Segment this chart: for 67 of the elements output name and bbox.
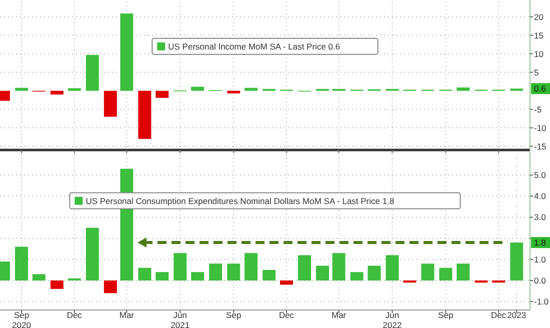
y-tick-label: -1.0 bbox=[534, 296, 549, 307]
bar bbox=[191, 86, 204, 91]
bar bbox=[15, 88, 28, 91]
x-tick-label: Sep 2020 bbox=[12, 310, 32, 328]
annotation: 0.6 bbox=[534, 84, 546, 94]
y-tick-label: 15 bbox=[534, 30, 544, 40]
bar bbox=[332, 253, 346, 280]
bar bbox=[244, 88, 258, 91]
x-tick-label: Mar bbox=[331, 310, 346, 320]
bar bbox=[368, 266, 381, 280]
bar bbox=[209, 264, 222, 280]
bar bbox=[86, 54, 99, 91]
x-tick-label: Dec bbox=[278, 310, 295, 320]
bar bbox=[474, 280, 488, 283]
annotation: 1.8 bbox=[534, 238, 546, 248]
bar bbox=[156, 272, 169, 280]
y-tick-label: 3.0 bbox=[534, 212, 546, 222]
x-tick-label: Mar bbox=[119, 310, 134, 320]
bar bbox=[456, 87, 470, 91]
x-tick-label: Jun 2021 bbox=[170, 310, 190, 328]
bar bbox=[104, 90, 117, 117]
bar bbox=[138, 90, 152, 139]
bar bbox=[156, 90, 169, 98]
y-tick-label: -15 bbox=[534, 141, 547, 152]
bar bbox=[510, 242, 524, 280]
bar bbox=[492, 280, 506, 283]
y-tick-label: 10 bbox=[534, 48, 544, 59]
y-tick-label: 20 bbox=[534, 12, 544, 22]
y-tick-label: 5.0 bbox=[534, 170, 546, 180]
bar bbox=[316, 266, 330, 280]
legend-label: US Personal Income MoM SA - Last Price 0.6 bbox=[168, 41, 340, 52]
bar bbox=[227, 90, 240, 94]
bar bbox=[421, 264, 434, 280]
x-tick-label: Sep bbox=[226, 310, 242, 320]
bar bbox=[262, 270, 276, 280]
bar bbox=[174, 253, 187, 280]
bar bbox=[138, 268, 152, 280]
y-tick-label: 0.0 bbox=[534, 275, 546, 286]
bar bbox=[104, 280, 117, 294]
legend-label: US Personal Consumption Expenditures Nominal Dollars MoM SA - Last Price 1.8 bbox=[86, 196, 394, 206]
bar bbox=[350, 272, 364, 280]
x-tick-label: Sep bbox=[438, 310, 454, 320]
bar bbox=[244, 253, 258, 280]
x-tick-label: 2023 bbox=[507, 310, 526, 320]
y-tick-label: 1.0 bbox=[534, 254, 546, 264]
bar bbox=[439, 268, 452, 280]
bar bbox=[227, 264, 240, 280]
bar bbox=[15, 246, 28, 280]
bar bbox=[298, 255, 312, 280]
x-tick-label: Dec bbox=[491, 310, 507, 320]
y-tick-label: 4.0 bbox=[534, 191, 546, 202]
bar bbox=[50, 90, 64, 94]
bar bbox=[386, 255, 399, 280]
bar bbox=[191, 272, 204, 280]
bar bbox=[280, 280, 293, 285]
bar bbox=[86, 228, 99, 280]
y-tick-label: -5 bbox=[534, 104, 542, 114]
y-tick-label: -10 bbox=[534, 122, 547, 133]
bar bbox=[120, 13, 134, 91]
x-tick-label: Dec bbox=[66, 310, 83, 320]
bar bbox=[32, 274, 46, 280]
x-tick-label: Jun 2022 bbox=[382, 310, 402, 328]
bar bbox=[68, 88, 81, 91]
bar bbox=[50, 280, 64, 289]
bar bbox=[456, 264, 470, 280]
y-tick-label: 5 bbox=[534, 67, 539, 78]
bar bbox=[403, 280, 416, 283]
